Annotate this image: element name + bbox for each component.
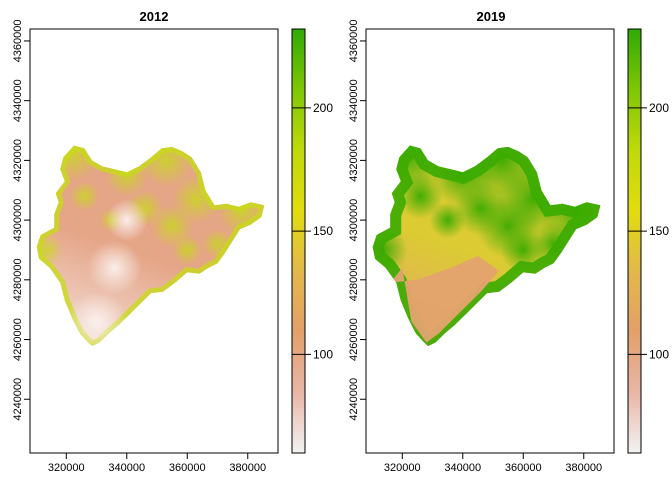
map-highland-7 — [397, 173, 444, 219]
plot-frame-2019 — [365, 28, 615, 454]
colorbar-tick-label: 150 — [649, 224, 669, 238]
panel-2012: 2012 320000 340000 360000 380000 4240000 426… — [12, 9, 333, 474]
colorbar-scale — [291, 28, 306, 454]
map-lowland-0 — [66, 291, 127, 347]
map-highland-4 — [36, 233, 64, 267]
map-highland-9 — [172, 234, 203, 266]
map-lowland-2 — [105, 198, 148, 242]
y-tick-label: 4280000 — [348, 258, 360, 301]
x-tick-label: 340000 — [444, 462, 481, 474]
y-tick-label: 4240000 — [348, 378, 360, 421]
x-tick-label: 360000 — [169, 462, 206, 474]
x-axis-2019: 320000 340000 360000 380000 — [384, 453, 602, 474]
colorbar-2012: 100 150 200 — [291, 28, 333, 454]
y-tick-label: 4280000 — [12, 258, 24, 301]
y-tick-label: 4360000 — [12, 20, 24, 63]
colorbar-tick-label: 150 — [313, 224, 333, 238]
y-axis-2019: 4240000 4260000 4280000 4300000 4320000 43400… — [348, 20, 366, 421]
colorbar-2019: 100 150 200 — [627, 28, 669, 454]
x-tick-label: 320000 — [384, 462, 421, 474]
map-highland-3 — [217, 186, 265, 236]
y-axis-2012: 4240000 4260000 4280000 4300000 4320000 43400… — [12, 20, 30, 421]
x-tick-label: 380000 — [229, 462, 266, 474]
map-highland-0 — [45, 145, 100, 182]
colorbar-tick-label: 200 — [649, 101, 669, 115]
x-tick-label: 360000 — [505, 462, 542, 474]
y-tick-label: 4240000 — [12, 378, 24, 421]
raster-map-2019 — [372, 145, 601, 347]
y-tick-label: 4340000 — [348, 79, 360, 122]
raster-map-2012 — [36, 145, 265, 347]
colorbar-scale — [627, 28, 642, 454]
y-tick-label: 4300000 — [348, 199, 360, 242]
colorbar-tick-label: 200 — [313, 101, 333, 115]
map-highland-11 — [530, 221, 577, 267]
y-tick-label: 4300000 — [12, 199, 24, 242]
map-highland-4 — [372, 225, 408, 275]
x-tick-label: 320000 — [48, 462, 85, 474]
y-tick-label: 4320000 — [348, 139, 360, 182]
y-tick-label: 4260000 — [12, 318, 24, 361]
y-tick-label: 4340000 — [12, 79, 24, 122]
y-tick-label: 4260000 — [348, 318, 360, 361]
panel-title-2012: 2012 — [140, 9, 169, 24]
y-tick-label: 4360000 — [348, 20, 360, 63]
map-highland-1 — [105, 154, 148, 197]
x-axis-2012: 320000 340000 360000 380000 — [48, 453, 266, 474]
map-highland-10 — [429, 201, 466, 239]
x-tick-label: 340000 — [108, 462, 145, 474]
colorbar-tick-label: 100 — [649, 347, 669, 361]
colorbar-tick-label: 100 — [313, 347, 333, 361]
map-highland-11 — [202, 228, 233, 260]
map-lowland-1 — [87, 240, 142, 296]
panel-2019: 2019 320000 340000 360000 380000 4240000 426… — [348, 9, 669, 474]
x-tick-label: 380000 — [565, 462, 602, 474]
map-highland-7 — [69, 181, 100, 212]
y-tick-label: 4320000 — [12, 139, 24, 182]
map-valley — [390, 255, 500, 343]
panel-title-2019: 2019 — [477, 9, 506, 24]
plot-frame-2012 — [29, 28, 279, 454]
